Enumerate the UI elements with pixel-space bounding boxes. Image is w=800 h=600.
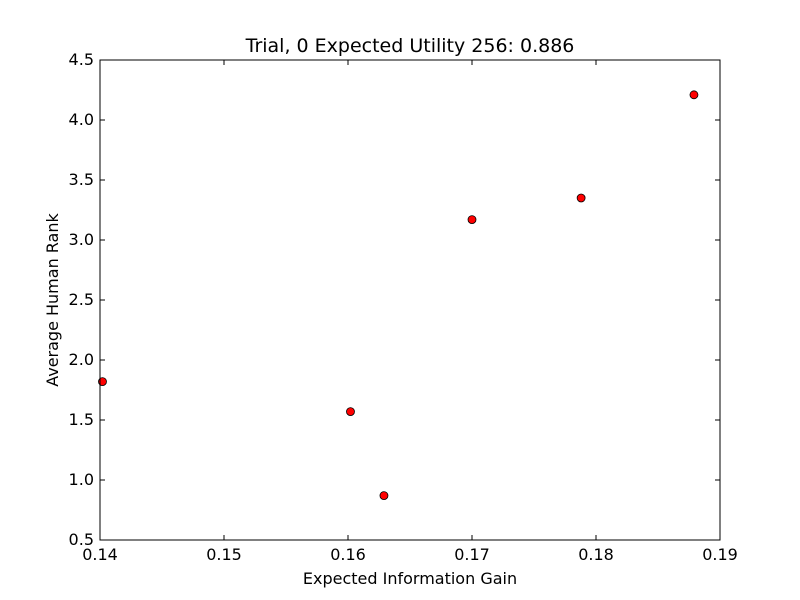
axis-ticks: 0.14 0.15 0.16 0.17 0.18 0.19 0.5 1.0 1.5 2.0 2.5 3…	[69, 50, 738, 564]
y-tick-label: 2.0	[69, 350, 94, 369]
data-point	[467, 215, 477, 225]
y-tick-label: 0.5	[69, 530, 94, 549]
y-tick-label: 1.5	[69, 410, 94, 429]
chart-title: Trial, 0 Expected Utility 256: 0.886	[245, 35, 575, 57]
x-tick-label: 0.17	[454, 545, 490, 564]
data-point	[346, 407, 355, 417]
x-axis-title: Expected Information Gain	[303, 569, 517, 588]
data-point	[576, 193, 586, 203]
x-tick-label: 0.18	[578, 545, 614, 564]
y-tick-label: 3.0	[69, 230, 94, 249]
data-point	[379, 491, 389, 501]
y-axis-title: Average Human Rank	[43, 212, 62, 386]
y-tick-label: 3.5	[69, 170, 94, 189]
plot-frame	[99, 59, 721, 541]
x-tick-label: 0.16	[330, 545, 366, 564]
y-tick-label: 1.0	[69, 470, 94, 489]
x-tick-label: 0.15	[206, 545, 242, 564]
x-tick-label: 0.19	[702, 545, 738, 564]
y-tick-label: 4.5	[69, 50, 94, 69]
y-tick-label: 4.0	[69, 110, 94, 129]
y-tick-label: 2.5	[69, 290, 94, 309]
data-point	[689, 90, 699, 100]
x-tick-label: 0.14	[82, 545, 118, 564]
